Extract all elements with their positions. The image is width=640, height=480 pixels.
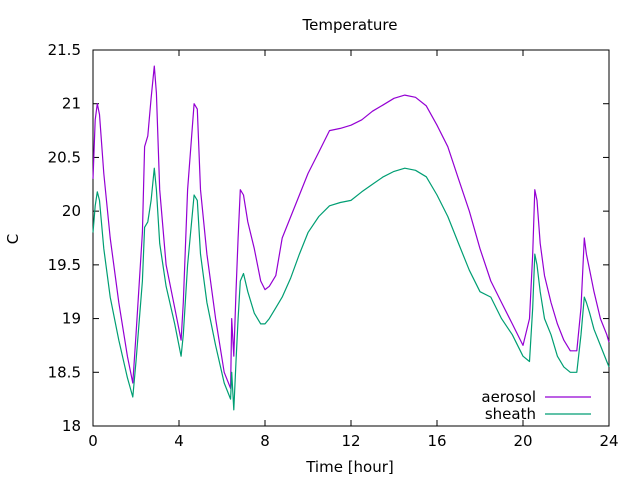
y-tick-label: 21 [62,95,81,113]
series-lines [92,65,610,411]
legend-label-aerosol: aerosol [481,388,536,406]
x-tick-label: 20 [513,432,532,450]
y-tick-label: 20 [62,202,81,220]
legend-label-sheath: sheath [485,405,536,423]
x-tick-label: 0 [88,432,98,450]
x-tick-label: 4 [174,432,184,450]
y-tick-label: 20.5 [48,148,81,166]
y-tick-label: 18.5 [48,363,81,381]
x-tick-label: 24 [599,432,618,450]
plot-frame [92,49,610,427]
x-tick-label: 8 [260,432,270,450]
y-tick-label: 19.5 [48,256,81,274]
series-line-sheath [92,167,610,411]
y-tick-label: 18 [62,417,81,435]
x-tick-label: 16 [427,432,446,450]
y-tick-label: 21.5 [48,41,81,59]
plot-border [92,49,610,427]
x-axis-label: Time [hour] [305,458,394,476]
chart-title: Temperature [301,16,397,34]
x-axis: 0 4 8 12 16 20 24 [88,50,619,450]
y-tick-label: 19 [62,310,81,328]
y-axis-label: C [4,234,22,244]
series-line-aerosol [92,65,610,389]
x-tick-label: 12 [341,432,360,450]
y-axis: 18 18.5 19 19.5 20 20.5 21 21.5 [48,41,609,435]
